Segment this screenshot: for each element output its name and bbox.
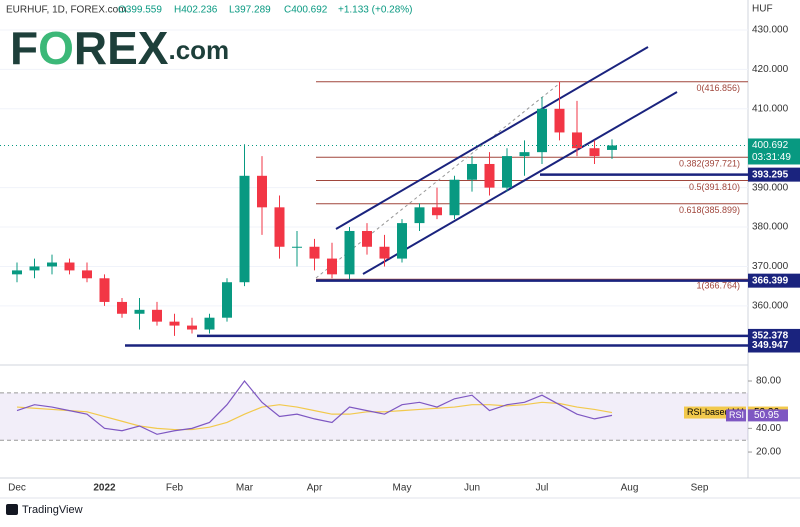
channel-lower [362, 91, 678, 275]
logo-part: O [38, 22, 74, 74]
logo-part: REX [74, 22, 169, 74]
x-tick-label: Mar [236, 483, 254, 494]
candle-body [572, 132, 582, 149]
y-tick-label: 420.000 [752, 64, 789, 75]
candle-body [47, 262, 57, 267]
header-change: +1.133 (+0.28%) [338, 5, 413, 16]
x-tick-label: Jul [536, 483, 549, 494]
candle-body [12, 270, 22, 275]
currency-label: HUF [752, 4, 773, 15]
candle-body [82, 270, 92, 279]
logo-part: F [10, 22, 38, 74]
candle-body [29, 266, 40, 271]
fib-label: 1(366.764) [696, 281, 740, 291]
candle-body [379, 246, 390, 259]
price-label-box [748, 338, 800, 353]
candle-body [397, 223, 407, 259]
candle-body [589, 148, 600, 157]
channel-upper [335, 46, 649, 230]
price-label: 352.378 [752, 331, 789, 342]
candle-body [239, 175, 250, 283]
candle-body [414, 207, 425, 224]
plot: 430.000 420.000 410.000 390.000 380.000 370.0… [0, 25, 800, 494]
price-label: 393.295 [752, 169, 789, 180]
candle-body [222, 282, 232, 318]
candle-body [152, 309, 162, 322]
candle-body [274, 207, 285, 247]
fib-label: 0.382(397.721) [679, 159, 740, 169]
x-tick-label: Aug [621, 483, 639, 494]
x-tick-label: Dec [8, 483, 26, 494]
x-tick-label: Apr [307, 483, 323, 494]
candle-body [187, 325, 197, 330]
value-box [748, 409, 788, 422]
x-tick-label: 2022 [93, 483, 116, 494]
candle-body [99, 278, 110, 302]
candle-body [169, 321, 180, 326]
candle-body [134, 309, 145, 314]
legend-name: RSI-based MA [687, 407, 746, 417]
candle-body [64, 262, 75, 271]
candle-body [204, 317, 215, 330]
rsi-line [16, 401, 613, 431]
legend-box [726, 409, 746, 422]
y-tick-label: 80.00 [756, 376, 781, 387]
fib-label: 0(416.856) [696, 83, 740, 93]
y-tick-label: 380.000 [752, 222, 789, 233]
legend-name: RSI [729, 410, 744, 420]
candle-body [467, 163, 477, 180]
countdown-label: 03:31:49 [752, 152, 791, 163]
rsi-line [16, 380, 613, 435]
candle-body [502, 156, 512, 188]
header-symbol: EURHUF, 1D, FOREX.com [6, 5, 127, 16]
value-label: 50.95 [754, 410, 779, 421]
candle-body [362, 230, 372, 247]
x-tick-label: Feb [166, 483, 184, 494]
y-tick-label: 370.000 [752, 261, 789, 272]
candle-body [519, 152, 530, 157]
footer-logo [6, 504, 18, 515]
candle-body [117, 301, 127, 314]
x-tick-label: Jun [464, 483, 480, 494]
y-tick-label: 410.000 [752, 103, 789, 114]
candle-body [449, 179, 460, 216]
x-tick-label: May [393, 483, 412, 494]
price-label: 349.947 [752, 340, 789, 351]
header-high: H402.236 [174, 5, 218, 16]
candle-body [537, 108, 547, 153]
header-close: C400.692 [284, 5, 328, 16]
x-tick-label: Sep [691, 483, 709, 494]
y-tick-label: 360.000 [752, 301, 789, 312]
fib-label: 0.618(385.899) [679, 205, 740, 215]
candle-body [257, 175, 267, 208]
last-price-box [748, 138, 800, 165]
last-price-label: 400.692 [752, 140, 789, 151]
y-tick-label: 20.00 [756, 447, 781, 458]
candle-body [292, 246, 302, 248]
price-label-box [748, 273, 800, 288]
candle-body [484, 163, 495, 188]
candle-body [327, 258, 337, 275]
candle-body [607, 145, 617, 150]
candle-body [432, 207, 442, 216]
candle-body [344, 230, 355, 275]
header-open: O399.559 [118, 5, 162, 16]
candle-body [309, 246, 320, 259]
y-tick-label: 430.000 [752, 25, 789, 36]
logo-suffix: .com [168, 35, 229, 65]
candle-body [554, 108, 565, 133]
y-tick-label: 390.000 [752, 182, 789, 193]
rsi-band [0, 392, 748, 441]
fib-label: 0.5(391.810) [689, 182, 740, 192]
logo: FOREX.com [10, 22, 229, 74]
y-tick-label: 40.00 [756, 423, 781, 434]
price-label-box [748, 167, 800, 182]
price-label: 366.399 [752, 275, 789, 286]
fib-trend [315, 82, 561, 279]
footer-brand: TradingView [22, 504, 83, 516]
header-low: L397.289 [229, 5, 271, 16]
